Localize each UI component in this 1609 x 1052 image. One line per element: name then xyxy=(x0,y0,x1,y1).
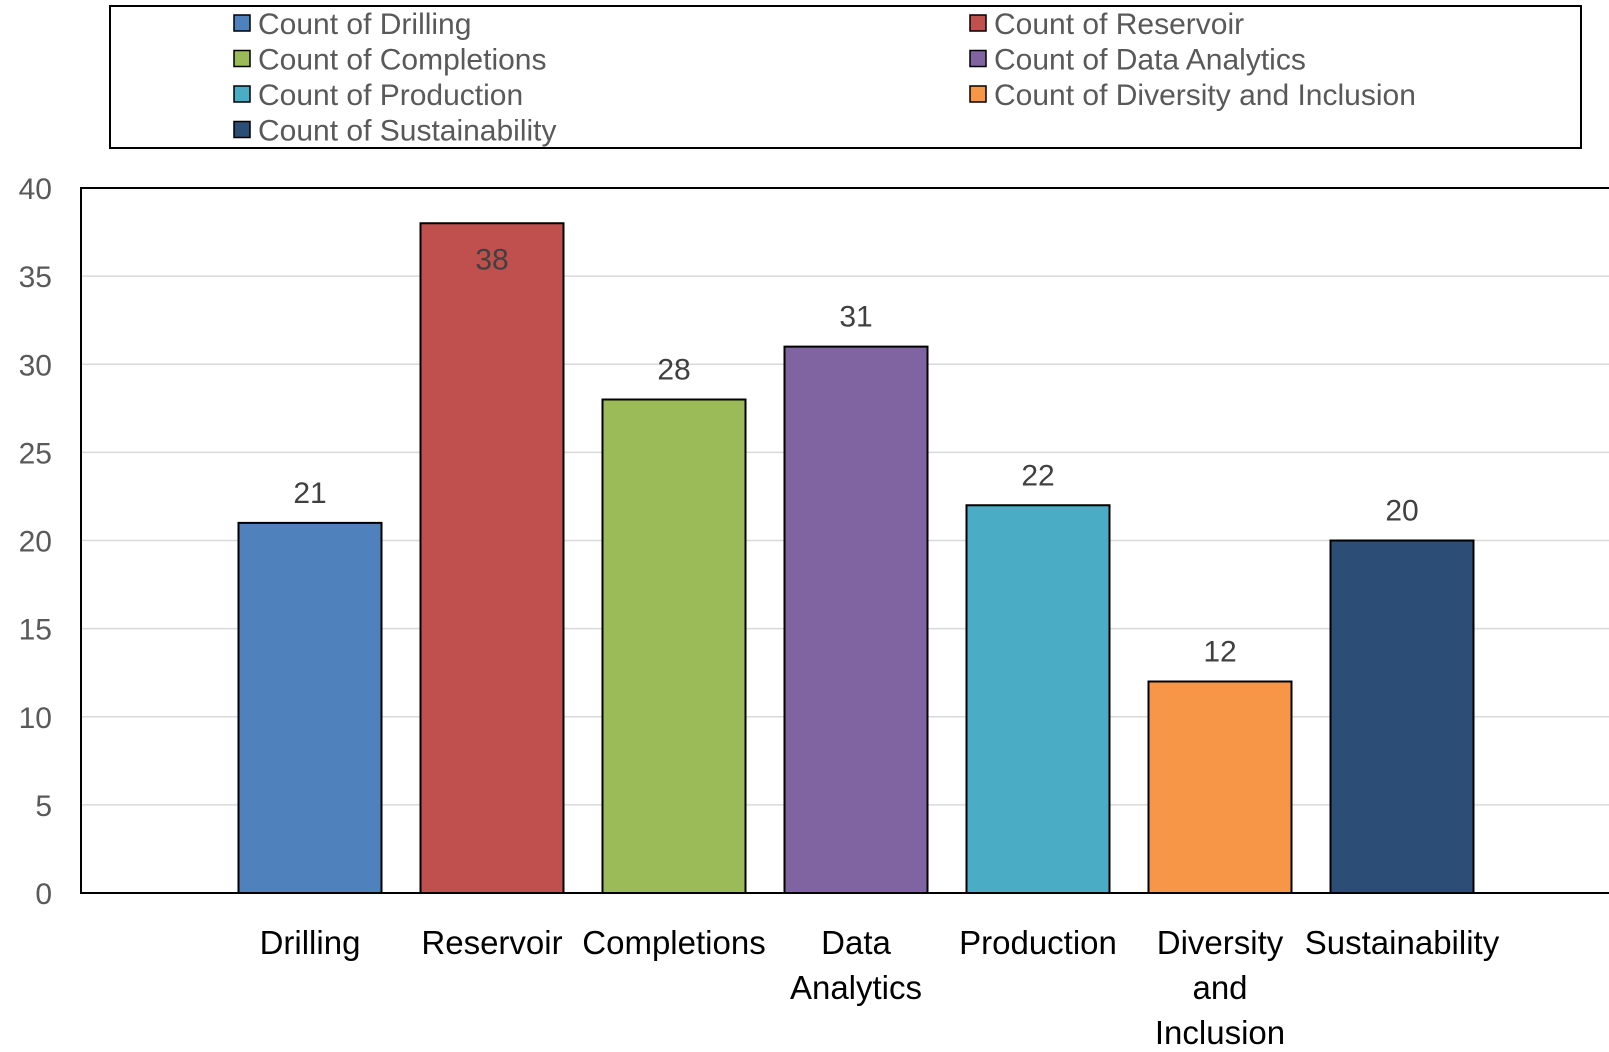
legend-swatch xyxy=(969,85,987,103)
legend-item-1: Count of Reservoir xyxy=(969,8,1244,41)
data-label-3: 31 xyxy=(839,301,872,334)
bar-6 xyxy=(1329,539,1475,894)
category-label-6: Sustainability xyxy=(1305,924,1500,961)
legend-label: Count of Drilling xyxy=(258,8,471,41)
y-tick-label: 15 xyxy=(19,614,52,647)
category-label-4: Production xyxy=(959,924,1117,961)
bar-2 xyxy=(601,398,747,894)
data-label-0: 21 xyxy=(293,477,326,510)
legend-swatch xyxy=(969,14,987,32)
legend-swatch xyxy=(233,49,251,68)
bar-5 xyxy=(1147,680,1293,894)
x-axis-categories: Drilling Reservoir Completions Data Analytic… xyxy=(260,924,1500,1051)
y-tick-label: 10 xyxy=(19,702,52,735)
category-label-3: Data Analytics xyxy=(790,924,922,1006)
legend-swatch xyxy=(233,85,251,103)
legend-swatch xyxy=(233,120,251,139)
legend-label: Count of Production xyxy=(258,79,523,112)
legend-box xyxy=(109,5,1582,149)
legend: Count of Drilling Count of ReservoirCount… xyxy=(233,8,1416,148)
legend-item-2: Count of Completions xyxy=(233,44,547,77)
legend-label: Count of Data Analytics xyxy=(994,44,1306,77)
legend-label: Count of Reservoir xyxy=(994,8,1244,41)
y-tick-label: 40 xyxy=(19,173,52,206)
legend-label: Count of Completions xyxy=(258,44,547,77)
category-label-2: Completions xyxy=(582,924,765,961)
y-tick-label: 5 xyxy=(35,790,52,823)
bar-3 xyxy=(783,345,929,894)
data-labels: 21 38 28 31 22 12 20 xyxy=(293,243,1418,668)
legend-item-3: Count of Data Analytics xyxy=(969,44,1306,77)
data-label-2: 28 xyxy=(657,354,690,387)
data-label-5: 12 xyxy=(1203,636,1236,669)
legend-swatch xyxy=(969,49,987,68)
y-tick-label: 25 xyxy=(19,437,52,470)
bar-1 xyxy=(419,222,565,894)
y-axis-ticks: 0 5 10 15 20 25 30 35 40 xyxy=(19,173,52,911)
legend-label: Count of Diversity and Inclusion xyxy=(994,79,1416,112)
bar-0 xyxy=(237,521,383,894)
bars xyxy=(237,222,1475,894)
y-tick-label: 20 xyxy=(19,526,52,559)
y-tick-label: 0 xyxy=(35,878,52,911)
data-label-6: 20 xyxy=(1385,495,1418,528)
legend-item-6: Count of Sustainability xyxy=(233,115,557,148)
legend-swatch xyxy=(233,14,251,32)
legend-item-0: Count of Drilling xyxy=(233,8,471,41)
y-tick-label: 30 xyxy=(19,349,52,382)
bar-4 xyxy=(965,504,1111,894)
category-label-1: Reservoir xyxy=(421,924,562,961)
category-label-5: Diversity and Inclusion xyxy=(1155,924,1285,1047)
legend-label: Count of Sustainability xyxy=(258,115,557,148)
legend-item-4: Count of Production xyxy=(233,79,523,112)
plot-area-border xyxy=(80,187,1609,894)
data-label-4: 22 xyxy=(1021,459,1054,492)
category-label-0: Drilling xyxy=(260,924,361,961)
y-tick-label: 35 xyxy=(19,261,52,294)
data-label-1: 38 xyxy=(475,243,508,276)
legend-item-5: Count of Diversity and Inclusion xyxy=(969,79,1416,112)
